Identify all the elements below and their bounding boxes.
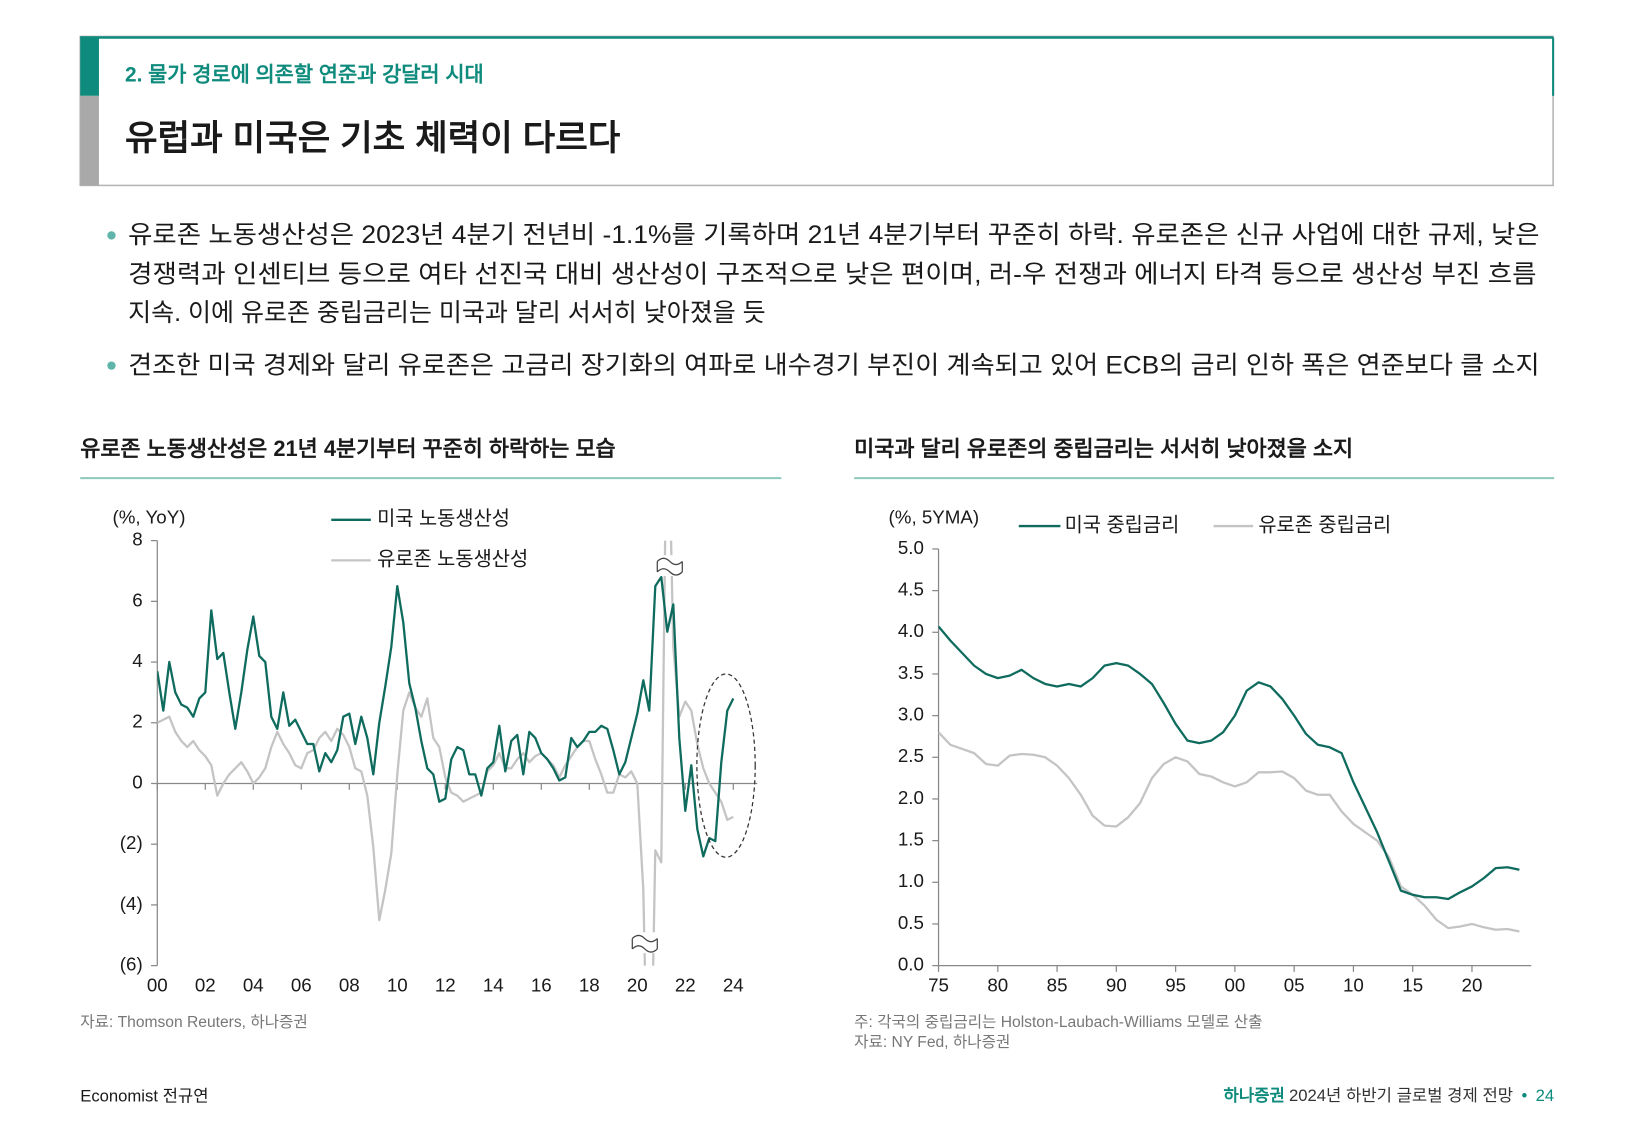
footer-brand: 하나증권 xyxy=(1224,1086,1285,1105)
footer-doc: 2024년 하반기 글로벌 경제 전망 xyxy=(1289,1086,1513,1105)
series-line xyxy=(157,540,734,966)
x-tick-label: 80 xyxy=(987,974,1008,995)
y-tick-label: (4) xyxy=(120,893,143,914)
y-tick-label: 0.5 xyxy=(898,912,924,933)
bullet-line: 견조한 미국 경제와 달리 유로존은 고금리 장기화의 여파로 내수경기 부진이… xyxy=(128,351,1539,379)
legend-label: 유로존 노동생산성 xyxy=(377,549,528,571)
bullet-line: 유로존 노동생산성은 2023년 4분기 전년비 -1.1%를 기록하며 21년… xyxy=(128,221,1539,249)
y-tick-label: 2.0 xyxy=(898,787,924,808)
x-tick-label: 20 xyxy=(1462,974,1483,995)
section-title: 2. 물가 경로에 의존할 연준과 강달러 시대 xyxy=(125,64,484,87)
y-tick-label: 3.5 xyxy=(898,662,924,683)
legend-label: 미국 중립금리 xyxy=(1065,514,1180,536)
series-line xyxy=(938,625,1520,901)
axis-break xyxy=(632,932,658,954)
x-tick-label: 90 xyxy=(1106,974,1127,995)
series-line xyxy=(938,731,1520,933)
x-tick-label: 14 xyxy=(483,974,504,995)
source: 자료: Thomson Reuters, 하나증권 xyxy=(80,1013,308,1031)
x-tick-label: 12 xyxy=(435,974,456,995)
source: 자료: NY Fed, 하나증권 xyxy=(854,1033,1010,1051)
note: 주: 각국의 중립금리는 Holston-Laubach-Williams 모델… xyxy=(854,1013,1262,1031)
chart-title: 미국과 달리 유로존의 중립금리는 서서히 낮아졌을 소지 xyxy=(854,436,1353,461)
bullet-line: 경쟁력과 인센티브 등으로 여타 선진국 대비 생산성이 구조적으로 낮은 편이… xyxy=(128,261,1536,289)
x-tick-label: 06 xyxy=(291,974,312,995)
y-tick-label: 3.0 xyxy=(898,704,924,725)
y-tick-label: 2 xyxy=(132,711,142,732)
y-tick-label: 4.5 xyxy=(898,579,924,600)
chart-title: 유로존 노동생산성은 21년 4분기부터 꾸준히 하락하는 모습 xyxy=(80,436,615,461)
x-tick-label: 04 xyxy=(243,974,264,995)
bullet-dot xyxy=(107,361,116,370)
legend-label: 유로존 중립금리 xyxy=(1258,514,1391,536)
x-tick-label: 10 xyxy=(1343,974,1364,995)
header-bar-top xyxy=(80,36,99,96)
footer-right: 하나증권 2024년 하반기 글로벌 경제 전망 • 24 xyxy=(1224,1086,1555,1105)
footer-author: Economist 전규연 xyxy=(80,1086,208,1105)
y-axis-label: (%, 5YMA) xyxy=(889,507,980,528)
y-tick-label: 0 xyxy=(132,771,142,792)
y-tick-label: 1.5 xyxy=(898,829,924,850)
y-tick-label: 5.0 xyxy=(898,537,924,558)
footer-page: 24 xyxy=(1536,1086,1555,1105)
y-axis-label: (%, YoY) xyxy=(113,507,186,528)
x-tick-label: 75 xyxy=(928,974,949,995)
y-tick-label: 6 xyxy=(132,589,142,610)
y-tick-label: 4 xyxy=(132,650,142,671)
y-tick-label: 2.5 xyxy=(898,745,924,766)
x-tick-label: 10 xyxy=(387,974,408,995)
x-tick-label: 08 xyxy=(339,974,360,995)
x-tick-label: 02 xyxy=(195,974,216,995)
y-tick-label: (2) xyxy=(120,832,143,853)
y-tick-label: 1.0 xyxy=(898,870,924,891)
axis-break xyxy=(656,557,683,576)
x-tick-label: 20 xyxy=(627,974,648,995)
legend-label: 미국 노동생산성 xyxy=(377,508,510,530)
x-tick-label: 22 xyxy=(675,974,696,995)
x-tick-label: 95 xyxy=(1165,974,1186,995)
axis-break xyxy=(631,934,658,953)
plot-area xyxy=(938,625,1520,933)
footer-sep: • xyxy=(1521,1086,1527,1105)
page-title: 유럽과 미국은 기초 체력이 다르다 xyxy=(125,118,621,158)
x-tick-label: 16 xyxy=(531,974,552,995)
highlight-ellipse xyxy=(696,673,756,858)
x-tick-label: 05 xyxy=(1284,974,1305,995)
y-tick-label: (6) xyxy=(120,954,143,975)
bullet-line: 지속. 이에 유로존 중립금리는 미국과 달리 서서히 낮아졌을 듯 xyxy=(128,299,766,327)
series-line xyxy=(157,575,735,858)
header-bar-bottom xyxy=(80,95,99,186)
header-box xyxy=(79,35,1554,187)
bullet-dot xyxy=(107,231,116,240)
y-tick-label: 0.0 xyxy=(898,954,924,975)
x-tick-label: 85 xyxy=(1047,974,1068,995)
x-tick-label: 00 xyxy=(1224,974,1245,995)
x-tick-label: 24 xyxy=(723,974,744,995)
x-tick-label: 18 xyxy=(579,974,600,995)
x-tick-label: 15 xyxy=(1402,974,1423,995)
plot-area xyxy=(157,540,735,966)
y-tick-label: 8 xyxy=(132,529,142,550)
axis-break xyxy=(657,555,683,577)
y-tick-label: 4.0 xyxy=(898,620,924,641)
x-tick-label: 00 xyxy=(147,974,168,995)
